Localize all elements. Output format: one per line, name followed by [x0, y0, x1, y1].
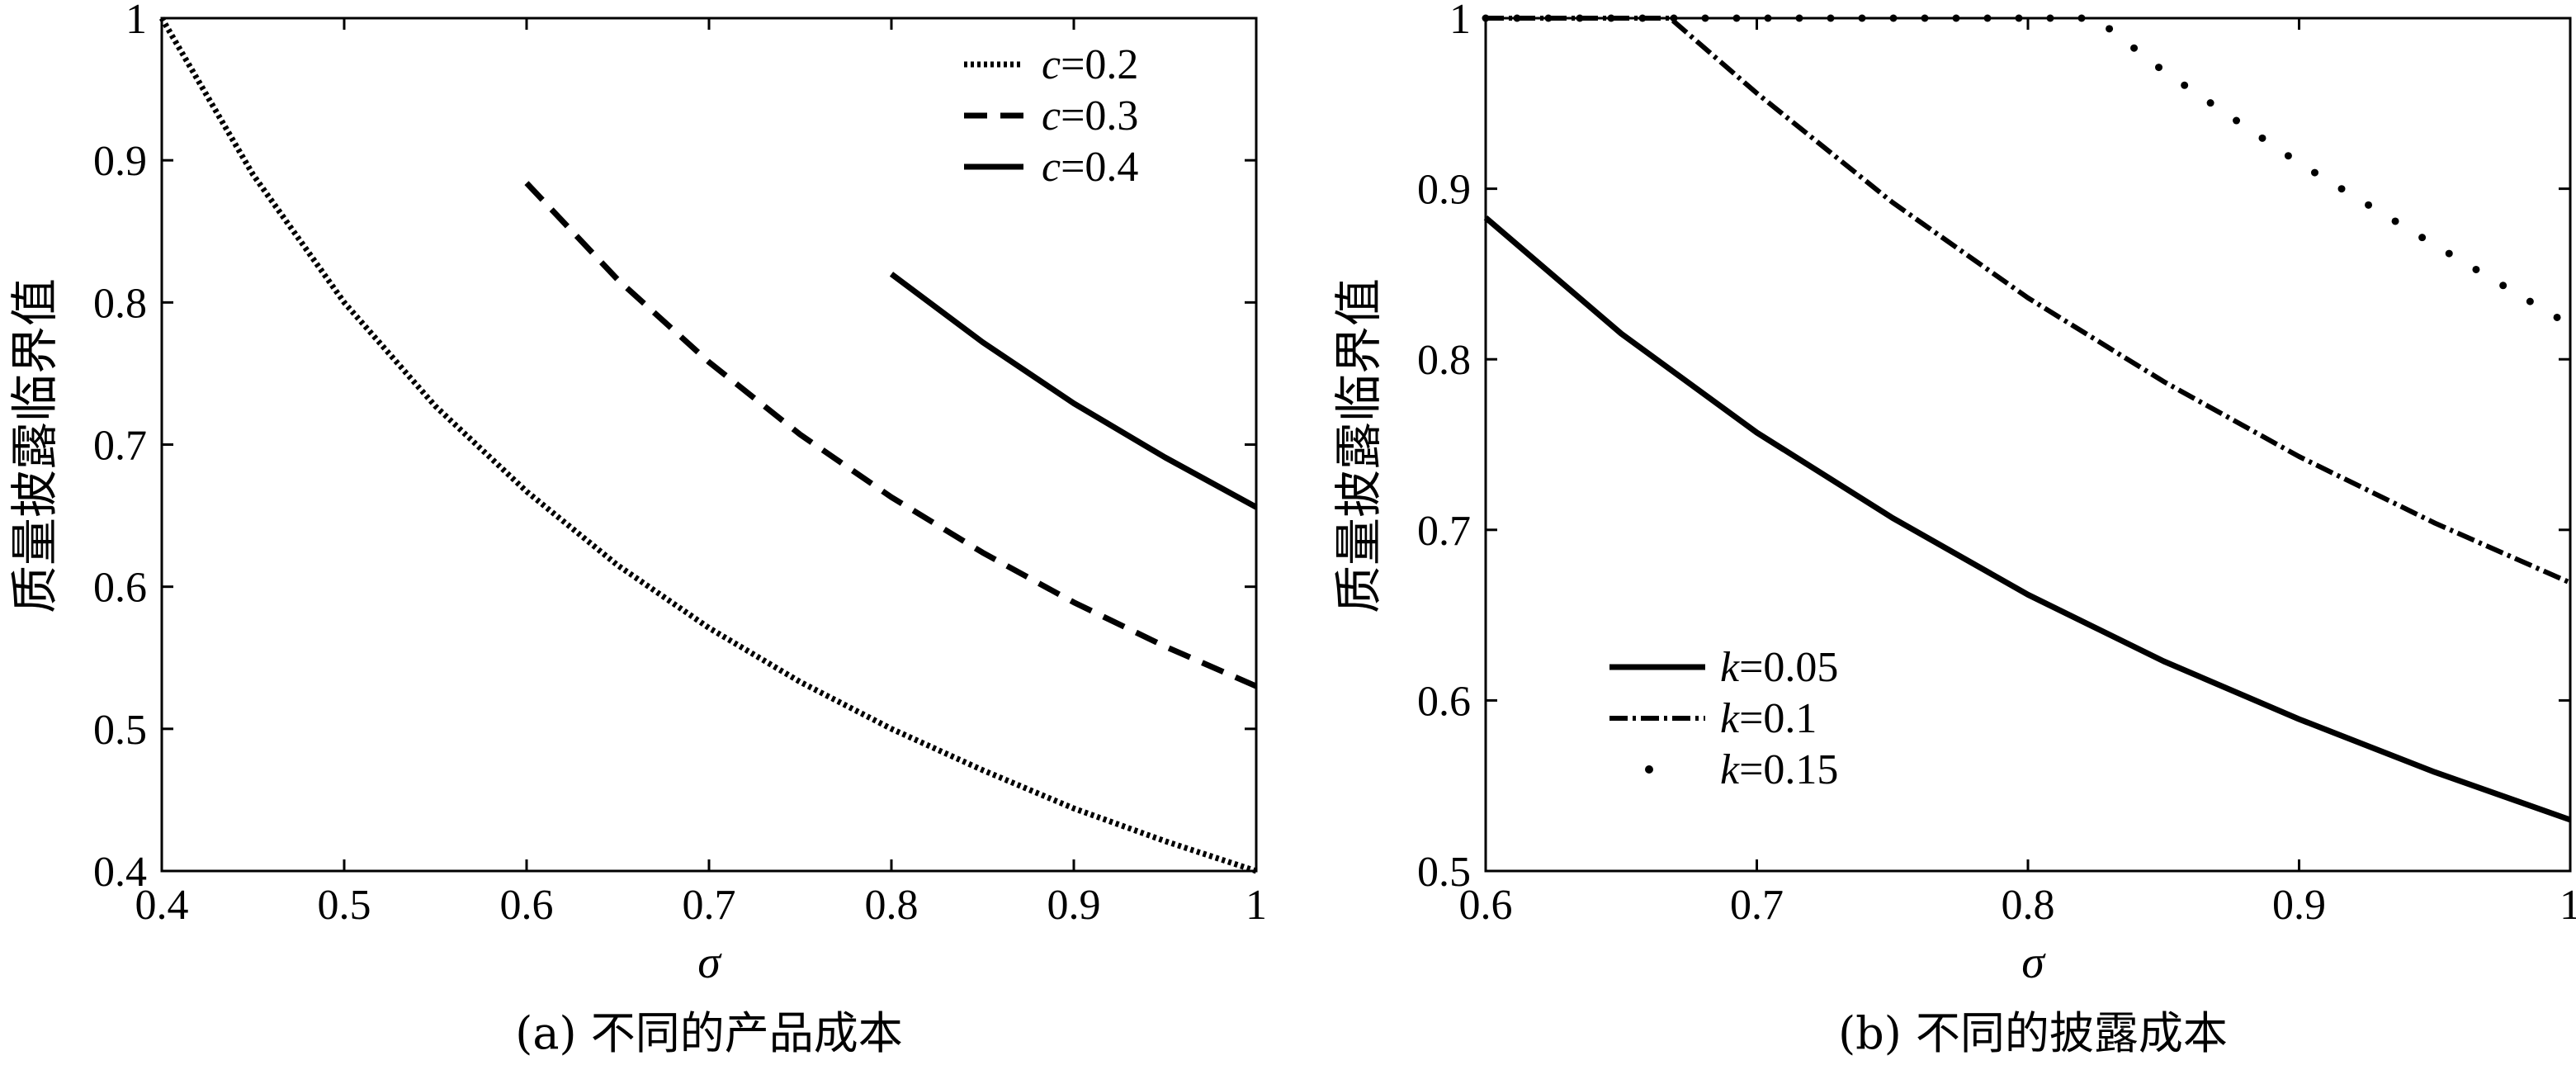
- series-point: [1921, 14, 1929, 22]
- series-point: [1858, 14, 1866, 22]
- series-c-0-4-line: [889, 272, 1258, 510]
- series-c-0-2-line: [158, 17, 1258, 874]
- y-tick-label: 0.6: [1417, 678, 1471, 725]
- panel-a-caption: (a) 不同的产品成本: [515, 1007, 903, 1059]
- series-point: [1576, 14, 1584, 22]
- series-k-0-1-line: [1486, 16, 2572, 585]
- series-point: [2258, 134, 2266, 142]
- panel-a-tick-labels: 0.4 0.5 0.6 0.7 0.8 0.9 1 0.4 0.5 0.6 0.7 0.8 0.9 1: [93, 0, 1267, 929]
- series-point: [2206, 99, 2214, 107]
- x-tick-label: 0.8: [865, 882, 919, 929]
- series-point: [2130, 44, 2139, 52]
- legend-entry: k=0.15: [1720, 746, 1838, 793]
- series-k-0-15-line: [1482, 14, 2561, 321]
- x-tick-label: 0.7: [683, 882, 736, 929]
- x-tick-label: 0.5: [318, 882, 371, 929]
- y-tick-label: 0.4: [93, 849, 147, 896]
- panel-a-chart: 0.4 0.5 0.6 0.7 0.8 0.9 1 0.4 0.5 0.6 0.7 0.8 0.9 1 c…: [7, 0, 1267, 1059]
- series-point: [1701, 14, 1709, 22]
- panel-a-x-axis-label: σ: [697, 937, 722, 988]
- panel-a-series-group: [158, 17, 1258, 874]
- y-tick-label: 0.5: [1417, 849, 1471, 896]
- y-tick-label: 0.8: [93, 280, 147, 327]
- series-point: [1544, 14, 1553, 22]
- series-point: [2181, 81, 2189, 89]
- series-point: [2106, 25, 2114, 33]
- legend-marker: [1645, 765, 1653, 774]
- series-point: [2015, 14, 2023, 22]
- panel-b-chart: 0.6 0.7 0.8 0.9 10.50.60.70.80.91 k=0.05k=0.…: [1331, 0, 2576, 1059]
- panel-b-y-axis-label: 质量披露临界值: [1331, 278, 1387, 613]
- series-point: [1983, 14, 1992, 22]
- series-point: [2310, 168, 2318, 177]
- series-point: [1638, 14, 1647, 22]
- legend-entry: k=0.1: [1720, 695, 1817, 742]
- x-tick-label: 0.6: [500, 882, 554, 929]
- x-tick-label: 0.8: [2002, 882, 2055, 929]
- y-tick-label: 0.7: [1417, 508, 1471, 555]
- legend-entry: c=0.3: [1042, 92, 1138, 140]
- series-point: [1482, 14, 1490, 22]
- series-point: [2284, 152, 2292, 160]
- panel-b-caption: (b) 不同的披露成本: [1838, 1007, 2228, 1059]
- series-point: [2391, 217, 2399, 225]
- legend-entry: k=0.05: [1720, 644, 1838, 691]
- y-tick-label: 0.9: [93, 138, 147, 185]
- series-point: [2472, 265, 2480, 273]
- x-tick-label: 1: [2559, 882, 2576, 929]
- x-tick-label: 1: [1245, 882, 1267, 929]
- series-point: [2046, 14, 2054, 22]
- series-point: [1607, 14, 1615, 22]
- series-c-0-3-line: [524, 181, 1258, 689]
- x-tick-label: 0.7: [1730, 882, 1784, 929]
- y-tick-label: 0.6: [93, 565, 147, 612]
- series-point: [2526, 297, 2534, 305]
- y-tick-label: 1: [1449, 0, 1471, 43]
- series-point: [1732, 14, 1741, 22]
- panel-a-y-axis-label: 质量披露临界值: [7, 278, 63, 613]
- series-point: [2445, 249, 2453, 258]
- panel-b-tick-labels: 0.6 0.7 0.8 0.9 10.50.60.70.80.91: [1417, 0, 2576, 929]
- series-point: [2553, 313, 2561, 321]
- series-point: [1889, 14, 1898, 22]
- legend-entry: c=0.2: [1042, 41, 1138, 88]
- y-tick-label: 0.9: [1417, 167, 1471, 214]
- series-point: [2155, 64, 2163, 72]
- series-point: [2077, 14, 2086, 22]
- x-tick-label: 0.6: [1459, 882, 1513, 929]
- panel-b-ticks: [1484, 17, 2572, 873]
- series-point: [1670, 14, 1678, 22]
- series-point: [2337, 185, 2346, 193]
- y-tick-label: 0.5: [93, 707, 147, 754]
- series-point: [2365, 201, 2373, 209]
- y-tick-label: 0.8: [1417, 337, 1471, 384]
- series-point: [1513, 14, 1521, 22]
- series-point: [1764, 14, 1772, 22]
- series-point: [2418, 234, 2427, 242]
- series-point: [2499, 282, 2507, 290]
- panel-b-plot-frame: [1484, 17, 2572, 873]
- y-tick-label: 1: [125, 0, 147, 43]
- panel-b-legend: k=0.05k=0.1k=0.15: [1609, 644, 1838, 793]
- series-point: [1795, 14, 1803, 22]
- legend-entry: c=0.4: [1042, 144, 1138, 191]
- series-point: [1827, 14, 1835, 22]
- series-point: [2233, 116, 2241, 125]
- x-tick-label: 0.4: [135, 882, 189, 929]
- panel-b-series-group: [1482, 14, 2572, 823]
- y-tick-label: 0.7: [93, 423, 147, 470]
- panel-b-x-axis-label: σ: [2021, 937, 2046, 988]
- x-tick-label: 0.9: [2272, 882, 2326, 929]
- x-tick-label: 0.9: [1047, 882, 1101, 929]
- series-k-0-05-line: [1483, 215, 2572, 823]
- series-point: [1952, 14, 1960, 22]
- panel-a-legend: c=0.2c=0.3c=0.4: [964, 41, 1138, 191]
